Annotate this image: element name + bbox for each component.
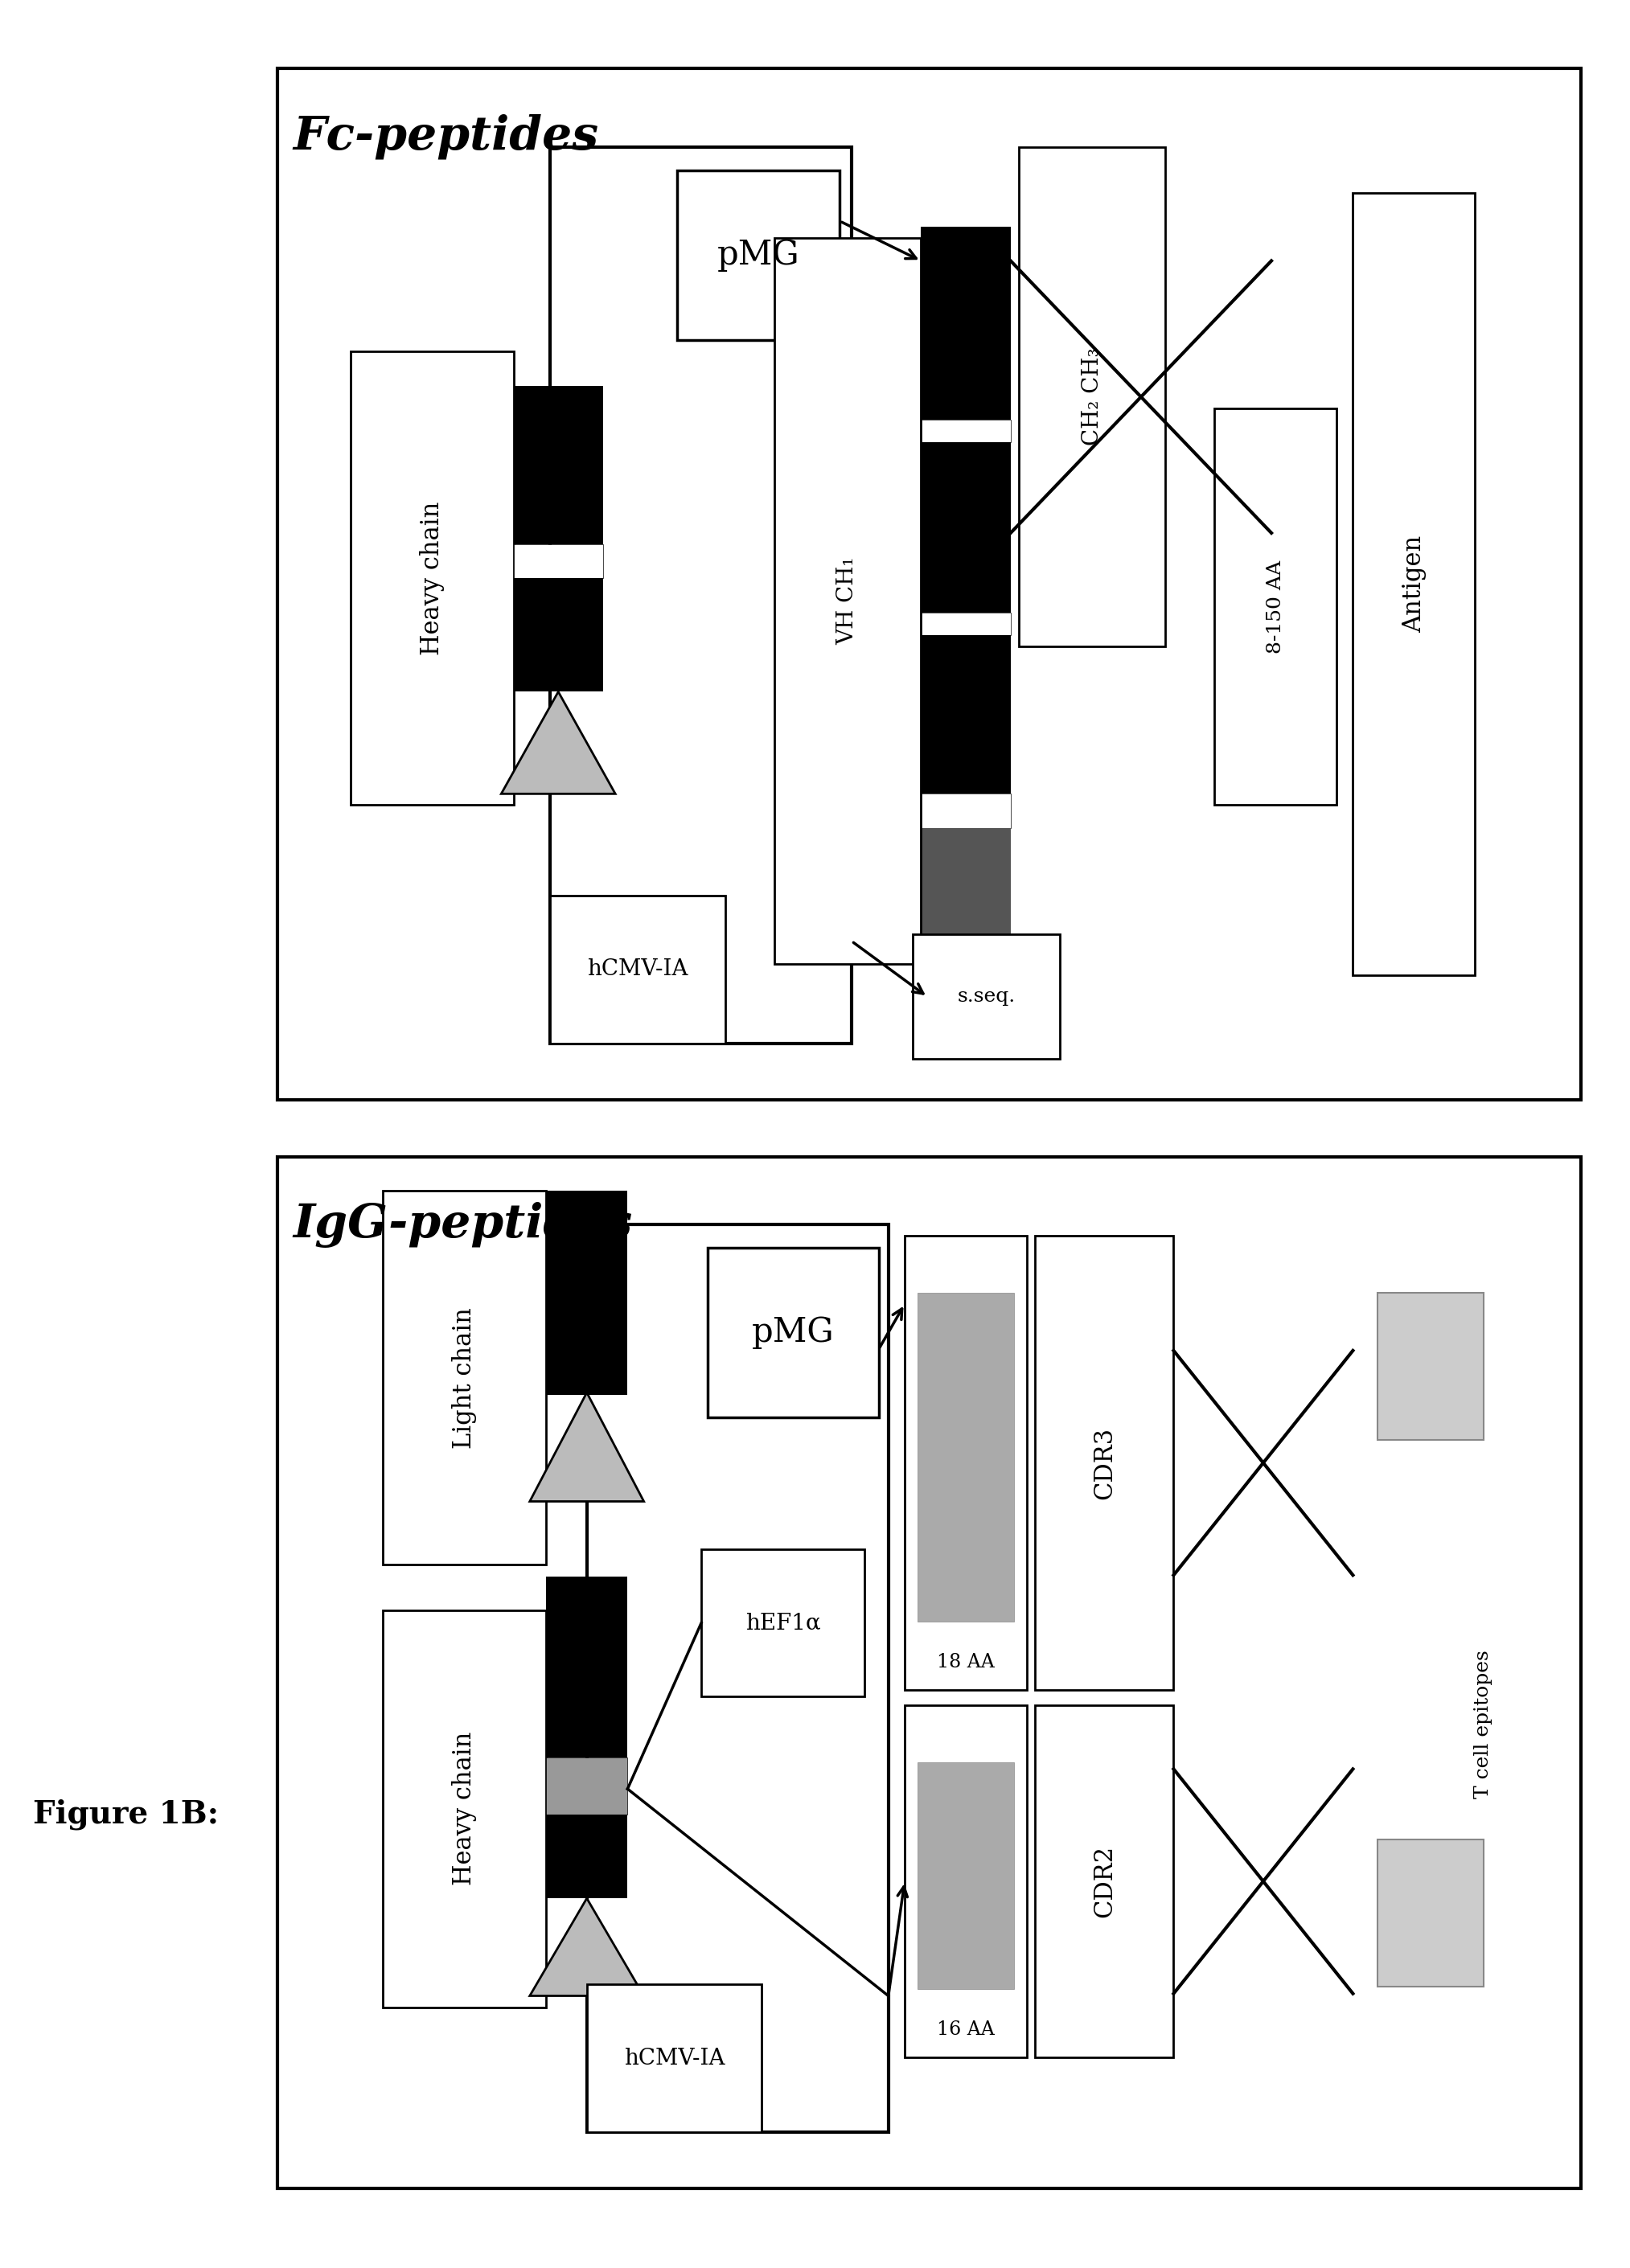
Text: hCMV-IA: hCMV-IA [587, 959, 688, 980]
FancyBboxPatch shape [513, 578, 603, 692]
Text: 18 AA: 18 AA [937, 1653, 994, 1672]
FancyBboxPatch shape [546, 1576, 628, 1758]
FancyBboxPatch shape [383, 1191, 546, 1565]
FancyBboxPatch shape [277, 1157, 1581, 2189]
FancyBboxPatch shape [551, 896, 725, 1043]
FancyBboxPatch shape [1377, 1293, 1483, 1440]
FancyBboxPatch shape [701, 1549, 864, 1696]
FancyBboxPatch shape [513, 386, 603, 544]
Text: CDR3: CDR3 [1092, 1427, 1117, 1499]
Text: pMG: pMG [751, 1315, 835, 1349]
FancyBboxPatch shape [921, 420, 1011, 442]
FancyBboxPatch shape [921, 635, 1011, 794]
FancyBboxPatch shape [913, 934, 1060, 1059]
Text: CH₂ CH₃: CH₂ CH₃ [1081, 347, 1104, 447]
Text: 16 AA: 16 AA [937, 2021, 994, 2039]
Text: VH CH₁: VH CH₁ [836, 558, 859, 644]
Text: Figure 1B:: Figure 1B: [33, 1799, 218, 1830]
FancyBboxPatch shape [383, 1610, 546, 2007]
FancyBboxPatch shape [546, 1758, 628, 1814]
Text: s.seq.: s.seq. [957, 987, 1015, 1007]
FancyBboxPatch shape [676, 170, 839, 340]
FancyBboxPatch shape [587, 1984, 761, 2132]
FancyBboxPatch shape [546, 1814, 628, 1898]
FancyBboxPatch shape [1019, 147, 1165, 646]
FancyBboxPatch shape [1214, 408, 1337, 805]
FancyBboxPatch shape [918, 1762, 1014, 1989]
Text: Fc-peptides: Fc-peptides [293, 113, 600, 159]
Text: hEF1α: hEF1α [745, 1613, 820, 1633]
FancyBboxPatch shape [921, 794, 1011, 828]
FancyBboxPatch shape [1353, 193, 1475, 975]
FancyBboxPatch shape [774, 238, 921, 964]
FancyBboxPatch shape [905, 1236, 1027, 1690]
FancyBboxPatch shape [1035, 1706, 1174, 2057]
FancyBboxPatch shape [277, 68, 1581, 1100]
FancyBboxPatch shape [921, 442, 1011, 612]
FancyBboxPatch shape [707, 1247, 879, 1418]
Text: CDR2: CDR2 [1092, 1846, 1117, 1916]
FancyBboxPatch shape [350, 352, 513, 805]
FancyBboxPatch shape [921, 828, 1011, 941]
Text: Light chain: Light chain [452, 1306, 478, 1449]
Text: 8-150 AA: 8-150 AA [1267, 560, 1284, 653]
Text: Heavy chain: Heavy chain [419, 501, 445, 655]
Text: pMG: pMG [717, 238, 800, 272]
Text: Antigen: Antigen [1402, 535, 1426, 633]
Text: IgG-peptides: IgG-peptides [293, 1202, 632, 1247]
Text: hCMV-IA: hCMV-IA [624, 2048, 725, 2068]
Polygon shape [530, 1898, 644, 1996]
FancyBboxPatch shape [513, 544, 603, 578]
Text: Heavy chain: Heavy chain [452, 1733, 478, 1885]
FancyBboxPatch shape [546, 1191, 628, 1395]
Polygon shape [530, 1393, 644, 1501]
FancyBboxPatch shape [918, 1293, 1014, 1622]
FancyBboxPatch shape [921, 227, 1011, 420]
FancyBboxPatch shape [921, 612, 1011, 635]
Text: T cell epitopes: T cell epitopes [1474, 1651, 1493, 1799]
FancyBboxPatch shape [1377, 1839, 1483, 1987]
FancyBboxPatch shape [1035, 1236, 1174, 1690]
FancyBboxPatch shape [905, 1706, 1027, 2057]
Polygon shape [502, 692, 616, 794]
